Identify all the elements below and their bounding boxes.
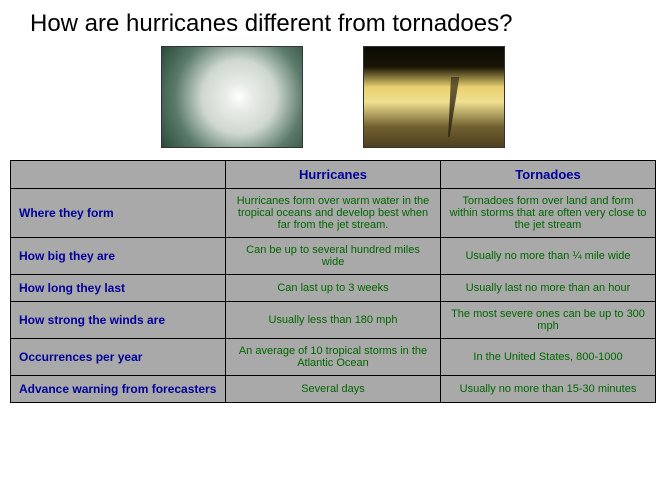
tornado-cell: Tornadoes form over land and form within… bbox=[441, 189, 656, 238]
table-row: Where they form Hurricanes form over war… bbox=[11, 189, 656, 238]
hurricane-cell: Can be up to several hundred miles wide bbox=[226, 238, 441, 275]
hurricane-cell: Hurricanes form over warm water in the t… bbox=[226, 189, 441, 238]
hurricane-cell: Can last up to 3 weeks bbox=[226, 275, 441, 302]
row-label: Advance warning from forecasters bbox=[11, 376, 226, 403]
col-header-tornadoes: Tornadoes bbox=[441, 161, 656, 189]
hurricane-cell: An average of 10 tropical storms in the … bbox=[226, 339, 441, 376]
tornado-cell: The most severe ones can be up to 300 mp… bbox=[441, 302, 656, 339]
row-label: How strong the winds are bbox=[11, 302, 226, 339]
col-header-hurricanes: Hurricanes bbox=[226, 161, 441, 189]
tornado-cell: Usually no more than ¼ mile wide bbox=[441, 238, 656, 275]
col-header-blank bbox=[11, 161, 226, 189]
tornado-image bbox=[363, 46, 505, 148]
table-header-row: Hurricanes Tornadoes bbox=[11, 161, 656, 189]
table-row: How big they are Can be up to several hu… bbox=[11, 238, 656, 275]
tornado-cell: In the United States, 800-1000 bbox=[441, 339, 656, 376]
row-label: How big they are bbox=[11, 238, 226, 275]
hurricane-cell: Several days bbox=[226, 376, 441, 403]
hurricane-image bbox=[161, 46, 303, 148]
hurricane-cell: Usually less than 180 mph bbox=[226, 302, 441, 339]
row-label: How long they last bbox=[11, 275, 226, 302]
image-row bbox=[0, 46, 666, 148]
tornado-cell: Usually no more than 15-30 minutes bbox=[441, 376, 656, 403]
tornado-cell: Usually last no more than an hour bbox=[441, 275, 656, 302]
table-row: Advance warning from forecasters Several… bbox=[11, 376, 656, 403]
row-label: Where they form bbox=[11, 189, 226, 238]
table-row: Occurrences per year An average of 10 tr… bbox=[11, 339, 656, 376]
row-label: Occurrences per year bbox=[11, 339, 226, 376]
comparison-table: Hurricanes Tornadoes Where they form Hur… bbox=[10, 160, 656, 403]
table-row: How strong the winds are Usually less th… bbox=[11, 302, 656, 339]
page-title: How are hurricanes different from tornad… bbox=[0, 0, 666, 38]
table-row: How long they last Can last up to 3 week… bbox=[11, 275, 656, 302]
